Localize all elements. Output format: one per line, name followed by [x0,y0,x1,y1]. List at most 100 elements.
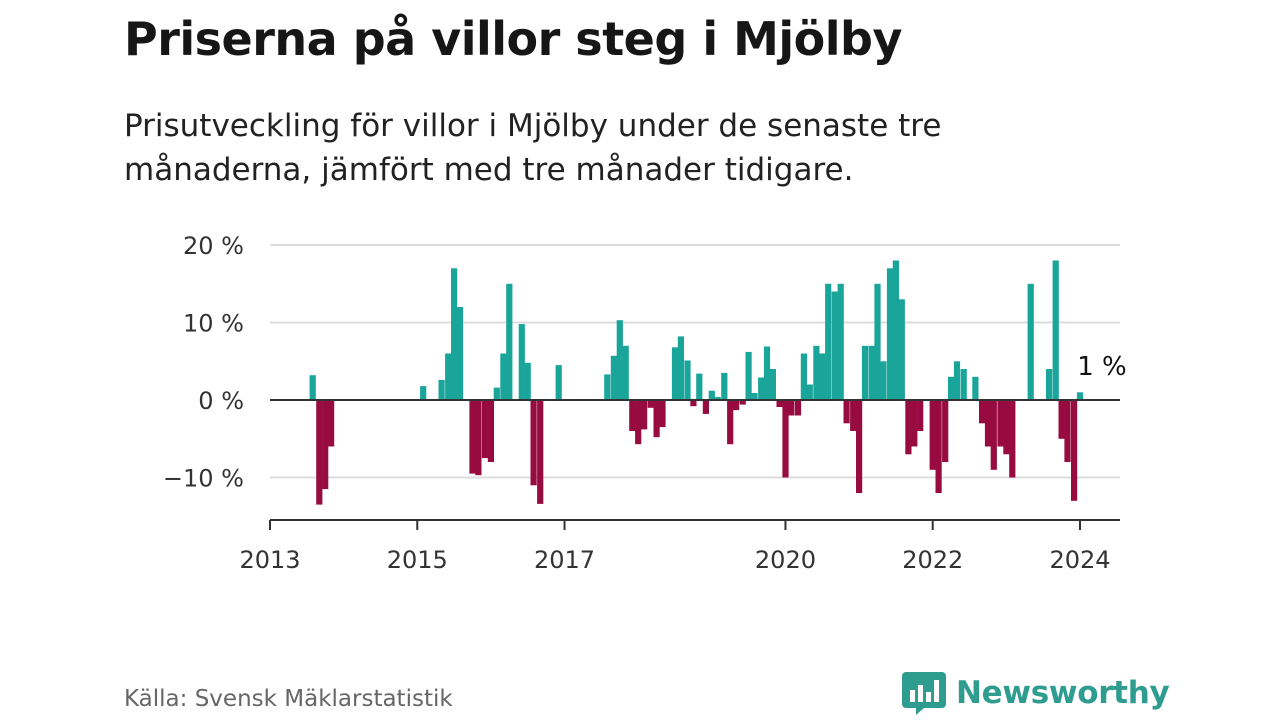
bar [856,400,863,493]
chart-subtitle: Prisutveckling för villor i Mjölby under… [124,108,942,188]
bar [438,379,445,400]
bar [997,400,1004,447]
brand-logo: Newsworthy [902,670,1170,716]
bar [886,268,894,401]
bar [316,400,323,505]
bar [671,347,679,400]
bar [942,400,949,462]
bar [751,393,758,400]
x-tick-label: 2017 [534,546,595,574]
bar [690,400,697,407]
bar [953,361,961,401]
y-tick-label: −10 % [163,465,244,493]
bar [708,390,715,400]
x-axis-labels: 2013 2015 2017 2020 2022 2024 [239,546,1110,574]
bar [1058,400,1065,439]
bar [475,400,482,476]
brand-name: Newsworthy [956,675,1170,711]
bar [806,384,813,400]
bar [776,400,783,407]
newsworthy-bar-chart-icon [902,672,946,715]
bar [622,345,629,401]
bar [1009,400,1016,478]
bar [861,345,869,401]
bar [456,307,464,400]
bar [481,400,489,459]
bar [653,400,660,438]
x-tick-label: 2022 [902,546,963,574]
bar [758,377,765,400]
bar [837,283,844,401]
bar [727,400,734,445]
bar [825,283,832,401]
bar [880,361,887,401]
bar [328,400,335,447]
bar [610,355,617,400]
bar [616,320,623,400]
y-tick-label: 10 % [183,310,244,338]
bar [506,283,513,401]
axes [269,399,1120,530]
bar [898,299,905,401]
y-tick-label: 20 % [183,232,244,260]
bar [892,260,899,400]
bar-chart: 20 % 10 % 0 % −10 % 2013 2015 2017 2020 2022 202… [162,232,1130,574]
bar [843,400,850,424]
bar [1076,392,1084,401]
bar [769,369,776,400]
bar [960,369,967,400]
bar [813,345,820,401]
bar [309,375,316,400]
bar [874,283,881,401]
bar [984,400,992,447]
bar [788,400,795,416]
bar [518,324,525,400]
bar [1064,400,1071,462]
bar [739,400,746,405]
bar [990,400,997,470]
bar [905,400,912,455]
bar [659,400,666,428]
bar [500,353,507,400]
bar [647,400,654,408]
bars [309,260,1084,505]
bar [635,400,642,445]
bar [555,365,562,400]
x-tick-label: 2013 [239,546,300,574]
bar [451,268,458,401]
bar [537,400,544,504]
x-tick-label: 2015 [387,546,448,574]
x-tick-label: 2020 [755,546,816,574]
bar [794,400,802,416]
y-tick-label: 0 % [198,387,244,415]
bar [1003,400,1010,455]
bar [935,400,942,493]
bar [733,400,740,411]
bar [721,372,728,400]
bar [530,400,537,486]
gridlines [270,244,1120,479]
bar [629,400,636,431]
bar [1071,400,1078,501]
latest-value-label: 1 % [1077,352,1127,382]
bar [782,400,789,478]
bar [487,400,494,462]
bar [800,353,807,400]
bar [702,400,709,414]
bar [420,386,427,400]
chart-title: Priserna på villor steg i Mjölby [124,12,902,66]
bar [917,400,924,431]
bar [763,346,771,400]
bar [696,373,703,400]
x-tick-label: 2024 [1049,546,1110,574]
bar [677,336,684,400]
bar [911,400,918,447]
annotations: 1 % [1074,349,1130,385]
bar [819,353,826,400]
bar [445,353,452,400]
bar [469,400,476,474]
bar [831,291,838,400]
bar [979,400,986,424]
bar [322,400,329,490]
bar [604,374,611,400]
